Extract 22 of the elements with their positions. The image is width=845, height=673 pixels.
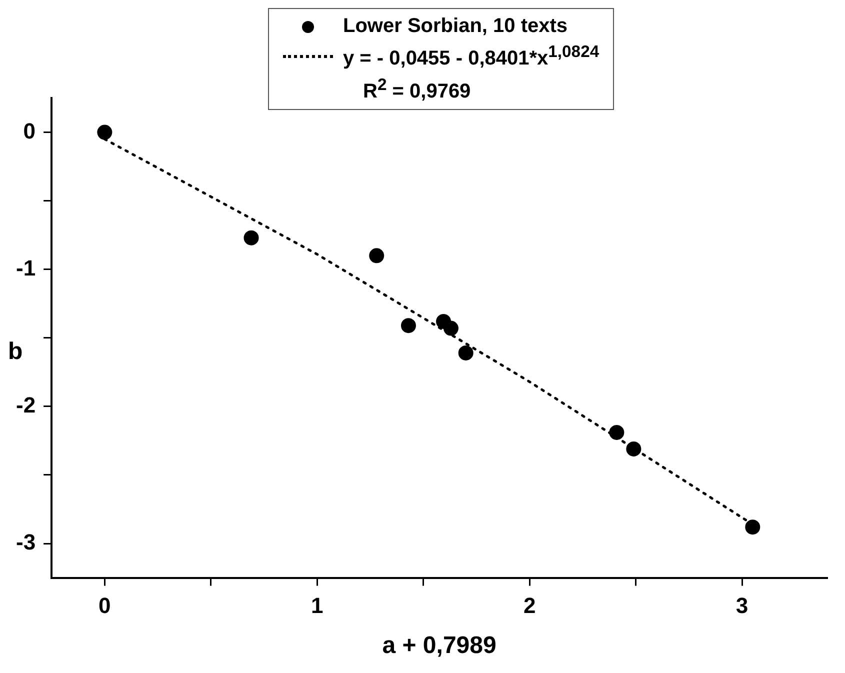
legend-label: Lower Sorbian, 10 texts — [343, 15, 568, 38]
y-tick-label: 0 — [23, 118, 36, 144]
x-axis-title: a + 0,7989 — [382, 632, 496, 660]
x-tick-label: 2 — [523, 593, 536, 618]
y-tick-label: -1 — [16, 255, 36, 280]
point — [400, 318, 416, 334]
point — [609, 424, 624, 440]
point — [97, 124, 112, 140]
y-tick-label: -2 — [16, 392, 36, 418]
point — [244, 230, 259, 246]
annotation: R$^{2}$ = 0,9769 — [363, 74, 472, 104]
point — [443, 320, 458, 336]
y-axis-title: b — [8, 338, 23, 366]
legend-label: y = - 0,0455 - 0,8401*x$^{1,0824}$ — [343, 42, 600, 71]
x-tick-label: 1 — [311, 593, 324, 618]
x-tick-label: 3 — [736, 593, 748, 618]
point — [458, 345, 474, 360]
point — [369, 248, 384, 264]
point — [626, 441, 642, 456]
point — [745, 520, 760, 535]
x-tick-label: 0 — [98, 593, 111, 618]
y-tick-label: -3 — [16, 530, 36, 555]
